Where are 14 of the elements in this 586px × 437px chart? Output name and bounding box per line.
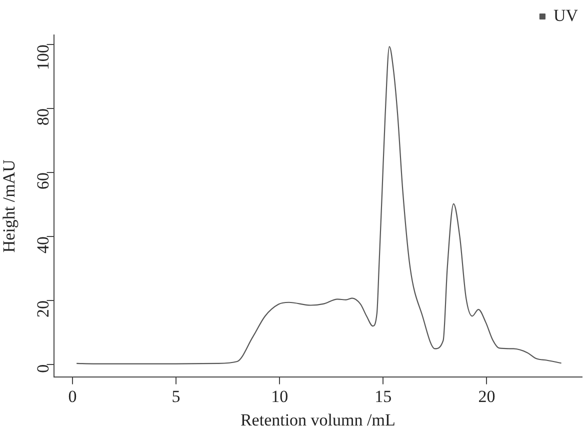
y-tick-label: 80: [33, 108, 52, 126]
y-tick-label: 60: [33, 172, 52, 190]
x-tick-label: 10: [271, 386, 288, 406]
x-tick-label: 20: [478, 386, 496, 406]
y-tick-label: 40: [33, 236, 52, 254]
x-tick-label: 15: [374, 386, 392, 406]
x-tick-label: 5: [172, 386, 180, 406]
y-tick-label: 20: [33, 300, 52, 318]
y-axis-title: Height /mAU: [0, 160, 19, 253]
x-tick-label: 0: [68, 386, 77, 406]
x-axis-title: Retention volumn /mL: [240, 410, 396, 430]
y-tick-label: 100: [33, 44, 52, 70]
y-tick-label: 0: [33, 364, 52, 373]
legend-label: UV: [553, 6, 579, 25]
